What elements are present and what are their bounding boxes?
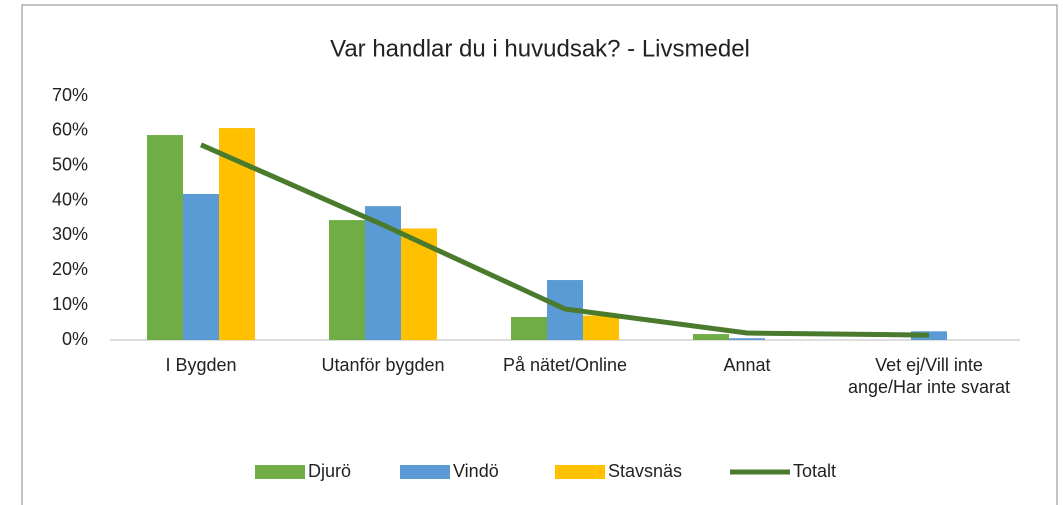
legend-label: Vindö	[453, 461, 499, 481]
chart-title: Var handlar du i huvudsak? - Livsmedel	[330, 35, 750, 62]
y-tick-label: 40%	[52, 189, 88, 209]
y-tick-label: 60%	[52, 120, 88, 140]
y-tick-label: 20%	[52, 259, 88, 279]
x-tick-label: På nätet/Online	[502, 355, 628, 375]
legend-swatch	[400, 465, 450, 479]
bar	[329, 220, 365, 340]
x-tick-label: I Bygden	[165, 355, 237, 375]
bar	[147, 135, 183, 340]
x-tick-label: Annat	[723, 355, 771, 375]
bar	[911, 331, 947, 340]
bar	[583, 315, 619, 340]
bar	[693, 334, 729, 340]
y-tick-label: 0%	[62, 329, 88, 349]
bar	[183, 193, 219, 340]
y-tick-label: 70%	[52, 85, 88, 105]
y-tick-label: 30%	[52, 224, 88, 244]
line-series	[199, 142, 930, 338]
legend-label: Djurö	[308, 461, 351, 481]
legend-label: Totalt	[793, 461, 836, 481]
x-tick-label: Utanför bygden	[321, 355, 445, 375]
bar	[729, 338, 765, 340]
x-tick-label: Vet ej/Vill inte ange/Har inte svarat	[847, 355, 1011, 397]
legend-swatch	[555, 465, 605, 479]
legend-swatch	[255, 465, 305, 479]
y-tick-label: 10%	[52, 294, 88, 314]
y-tick-label: 50%	[52, 154, 88, 174]
bar	[511, 316, 547, 340]
legend-label: Stavsnäs	[608, 461, 682, 481]
